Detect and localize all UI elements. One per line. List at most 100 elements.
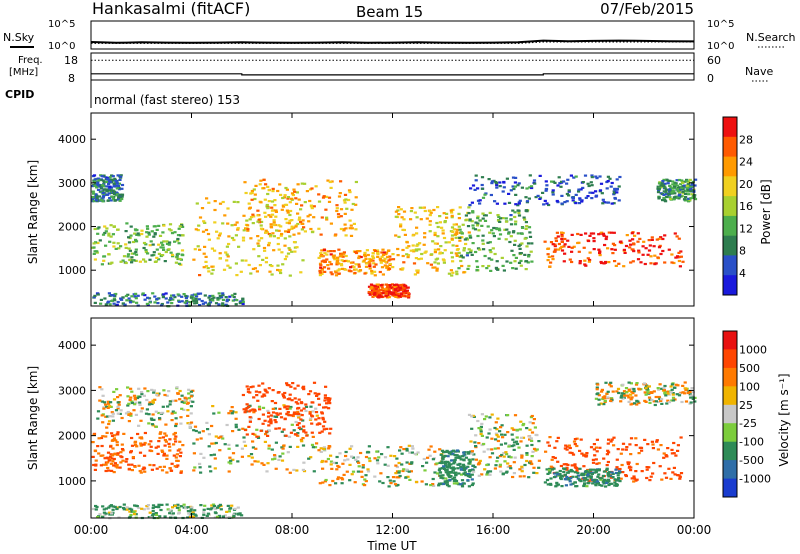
power-echo-cell [467,206,471,209]
velocity-echo-cell [395,470,400,473]
power-echo-cell [225,259,229,262]
power-echo-cell [677,237,681,240]
velocity-echo-cell [513,456,517,459]
power-echo-cell [513,215,517,219]
power-echo-cell [123,303,127,306]
power-echo-cell [591,232,596,235]
power-echo-cell [335,261,339,264]
power-echo-cell [181,225,185,228]
velocity-echo-cell [112,437,116,440]
power-echo-cell [498,181,502,184]
power-echo-cell [412,262,417,265]
power-echo-cell [314,185,318,188]
power-echo-cell [279,234,283,237]
velocity-echo-cell [564,484,568,487]
power-echo-cell [369,291,374,294]
power-echo-cell [406,256,410,259]
power-echo-cell [117,188,122,191]
power-echo-cell [287,247,291,250]
power-echo-cell [102,255,107,258]
velocity-echo-cell [480,434,484,437]
power-echo-cell [115,184,119,187]
velocity-echo-cell [443,454,447,457]
velocity-echo-cell [532,471,536,474]
velocity-colorbar-tick: 1000 [739,343,767,356]
power-echo-cell [493,252,497,256]
velocity-echo-cell [147,403,152,406]
power-echo-cell [566,178,570,181]
velocity-echo-cell [228,507,232,510]
velocity-echo-cell [299,418,303,421]
power-echo-cell [288,213,292,217]
power-echo-cell [419,218,423,221]
velocity-echo-cell [620,394,624,397]
velocity-echo-cell [597,394,601,397]
velocity-echo-cell [250,456,254,459]
power-echo-cell [228,295,232,298]
power-echo-cell [441,232,445,235]
velocity-echo-cell [186,409,190,412]
velocity-echo-cell [173,504,178,507]
velocity-echo-cell [530,439,534,442]
power-echo-cell [231,299,235,302]
velocity-echo-cell [199,452,203,455]
power-echo-cell [256,209,260,212]
velocity-echo-cell [537,459,541,462]
power-echo-cell [649,255,653,258]
power-echo-cell [565,200,569,203]
velocity-echo-cell [555,471,559,474]
velocity-echo-cell [589,476,593,479]
velocity-echo-cell [606,449,610,452]
velocity-echo-cell [225,423,229,427]
velocity-echo-cell [462,482,466,485]
power-echo-cell [433,242,437,245]
power-echo-cell [113,177,117,180]
power-echo-cell [629,243,633,246]
power-echo-cell [343,223,347,226]
velocity-echo-cell [150,515,154,518]
velocity-echo-cell [573,443,577,446]
velocity-echo-cell [629,437,634,440]
power-echo-cell [592,240,596,243]
velocity-echo-cell [176,464,180,467]
power-echo-cell [686,188,690,192]
power-echo-cell [106,199,110,202]
velocity-echo-cell [441,482,446,486]
velocity-echo-cell [578,478,582,481]
power-echo-cell [570,196,575,199]
velocity-echo-cell [439,476,443,479]
velocity-echo-cell [410,462,414,465]
velocity-echo-cell [292,468,296,471]
power-echo-cell [116,198,120,201]
velocity-echo-cell [274,467,278,470]
power-echo-cell [266,192,270,196]
velocity-echo-cell [444,471,448,474]
power-echo-cell [333,270,338,273]
power-echo-cell [110,261,114,264]
velocity-echo-cell [153,398,157,401]
power-echo-cell [502,269,506,272]
velocity-echo-cell [572,440,577,443]
velocity-echo-cell [206,428,210,431]
power-echo-cell [411,249,416,252]
velocity-echo-cell [457,456,461,459]
velocity-echo-cell [294,433,298,436]
velocity-echo-cell [648,401,652,404]
power-echo-cell [114,292,118,296]
velocity-echo-cell [512,472,516,475]
power-echo-cell [112,192,117,195]
velocity-echo-cell [669,385,673,388]
velocity-echo-cell [672,441,676,445]
power-echo-cell [459,259,463,263]
velocity-echo-cell [425,461,429,464]
velocity-echo-cell [520,456,524,459]
velocity-echo-cell [532,466,536,469]
power-echo-cell [450,238,454,241]
power-echo-cell [247,202,251,205]
power-echo-cell [378,289,382,292]
power-echo-cell [391,258,396,261]
power-echo-cell [377,292,381,295]
power-echo-cell [394,210,398,213]
power-echo-cell [488,211,492,214]
power-echo-cell [563,252,567,255]
